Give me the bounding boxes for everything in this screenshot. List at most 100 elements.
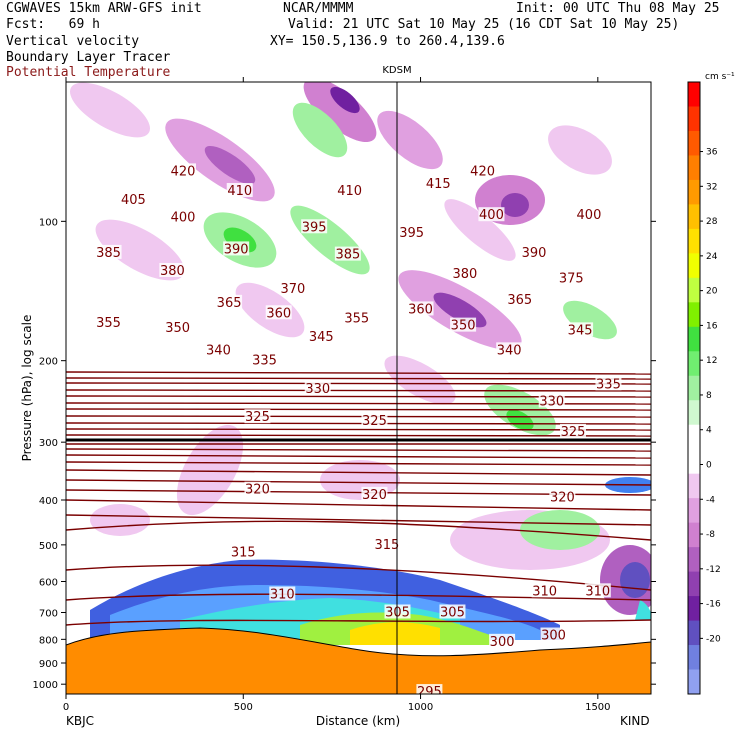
x-axis-label: Distance (km) — [316, 714, 400, 728]
theta-label-bg — [230, 544, 257, 559]
theta-contour-label: 370 — [280, 282, 305, 297]
theta-contour-label: 375 — [559, 272, 584, 287]
colorbar-tick-label: 16 — [706, 321, 718, 331]
theta-label-bg — [244, 481, 271, 496]
theta-label-bg — [336, 183, 363, 198]
theta-label-bg — [439, 604, 466, 619]
theta-label-bg — [538, 393, 565, 408]
theta-contour-label: 310 — [270, 587, 295, 602]
x-tick-label: 500 — [234, 702, 253, 713]
y-tick-label: 700 — [39, 608, 58, 619]
theta-contour-label: 420 — [171, 164, 196, 179]
colorbar-swatch — [688, 498, 700, 524]
y-tick-label: 100 — [39, 217, 58, 228]
theta-contour-label: 380 — [160, 264, 185, 279]
theta-contour-label: 335 — [596, 377, 621, 392]
theta-label-bg — [425, 175, 452, 190]
colorbar-tick-label: 28 — [706, 217, 718, 227]
plot-frame — [65, 81, 652, 695]
theta-contour-label: 350 — [451, 319, 476, 334]
init-time: Init: 00 UTC Thu 08 May 25 — [516, 1, 720, 16]
x-tick-label: 1000 — [408, 702, 433, 713]
theta-contour-label: 315 — [374, 538, 399, 553]
colorbar-swatch — [688, 130, 700, 156]
theta-label-bg — [304, 380, 331, 395]
colorbar-tick-label: -12 — [706, 565, 721, 575]
theta-label-bg — [301, 219, 328, 234]
theta-label-bg — [334, 246, 361, 261]
theta-contour-label: 310 — [585, 584, 610, 599]
theta-contour-label: 365 — [507, 293, 532, 308]
theta-contour-label: 340 — [206, 343, 231, 358]
theta-label-bg — [159, 262, 186, 277]
theta-contour-label: 325 — [362, 414, 387, 429]
field-boundary-layer-tracer: Boundary Layer Tracer — [6, 50, 171, 65]
theta-contour-label: 335 — [252, 354, 277, 369]
colorbar-swatch — [688, 620, 700, 646]
colorbar-swatch — [688, 596, 700, 622]
theta-contour-label: 320 — [550, 490, 575, 505]
theta-label-bg — [226, 183, 253, 198]
y-tick-label: 200 — [39, 357, 58, 368]
colorbar-swatch — [688, 400, 700, 426]
theta-label-bg — [308, 329, 335, 344]
theta-contour-label: 320 — [362, 488, 387, 503]
theta-label-bg — [450, 317, 477, 332]
theta-contour-label: 395 — [302, 220, 327, 235]
terrain — [66, 628, 651, 694]
x-tick-label: 1500 — [585, 702, 610, 713]
colorbar-tick-label: 12 — [706, 356, 717, 366]
colorbar-frame — [687, 81, 701, 695]
theta-label-bg — [584, 583, 611, 598]
theta-contour-label: 330 — [305, 382, 330, 397]
theta-label-bg — [560, 423, 586, 438]
station-label-right: KIND — [620, 714, 650, 728]
theta-contour-label: 410 — [227, 184, 252, 199]
colorbar-swatch — [688, 522, 700, 548]
theta-contour-label: 325 — [561, 425, 586, 440]
theta-label-bg — [407, 301, 434, 316]
org-label: NCAR/MMMM — [283, 1, 354, 16]
theta-label-bg — [170, 163, 196, 178]
colorbar-tick-label: 20 — [706, 287, 718, 297]
theta-label-bg — [223, 241, 250, 256]
theta-contour-label: 355 — [344, 311, 369, 326]
vertical-velocity-shading — [70, 82, 651, 615]
colorbar-swatch — [688, 179, 700, 205]
theta-label-bg — [95, 315, 122, 330]
theta-label-bg — [595, 376, 622, 391]
theta-contour-label: 360 — [408, 302, 433, 317]
theta-contour-label: 350 — [165, 321, 190, 336]
y-tick-label: 1000 — [33, 680, 58, 691]
theta-contour-label: 385 — [96, 246, 121, 261]
theta-label-bg — [575, 207, 602, 222]
theta-label-bg — [279, 280, 306, 295]
theta-contour-label: 345 — [309, 330, 334, 345]
colorbar-swatch — [688, 571, 700, 597]
theta-contour-label: 300 — [490, 635, 515, 650]
theta-label-bg — [540, 627, 567, 642]
colorbar-unit: cm s⁻¹ — [705, 72, 735, 82]
valid-time: Valid: 21 UTC Sat 10 May 25 (16 CDT Sat … — [288, 17, 680, 32]
theta-label-bg — [558, 270, 585, 285]
field-vertical-velocity: Vertical velocity — [6, 34, 140, 49]
theta-contour-label: 400 — [171, 210, 196, 225]
colorbar-swatch — [688, 82, 700, 107]
theta-label-bg — [549, 489, 576, 504]
theta-label-bg — [361, 412, 388, 427]
y-tick-label: 800 — [39, 635, 58, 646]
model-title: CGWAVES 15km ARW-GFS init — [6, 1, 202, 16]
colorbar-tick-label: 8 — [706, 391, 712, 401]
x-tick-label: 0 — [63, 702, 69, 713]
colorbar-swatch — [688, 277, 700, 303]
colorbar-tick-label: -4 — [706, 495, 715, 505]
colorbar-swatch — [688, 351, 700, 377]
theta-contour-label: 315 — [231, 546, 256, 561]
theta-label-bg — [265, 305, 292, 320]
theta-label-bg — [531, 583, 558, 598]
theta-label-bg — [496, 342, 523, 357]
theta-contour-label: 405 — [121, 193, 146, 208]
theta-contour-label: 420 — [470, 164, 495, 179]
theta-contour-label: 360 — [266, 306, 291, 321]
theta-label-bg — [373, 536, 400, 551]
